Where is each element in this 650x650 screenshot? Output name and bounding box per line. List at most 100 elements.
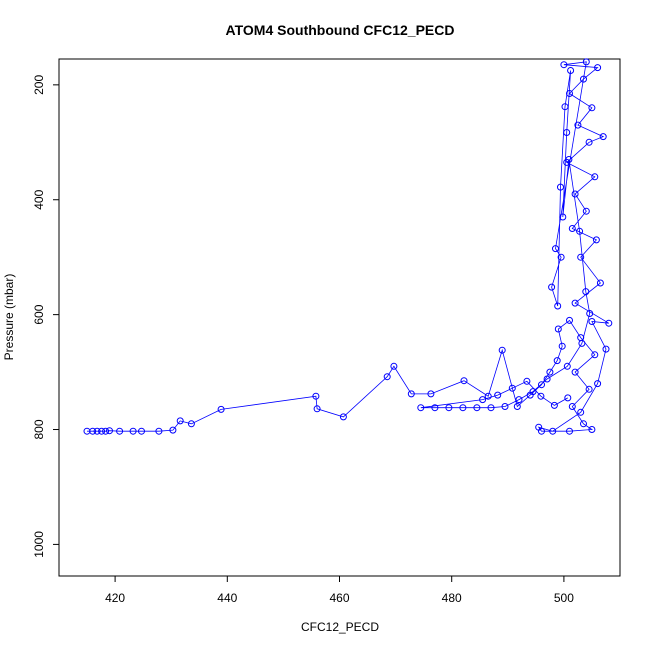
data-point xyxy=(599,133,607,141)
x-axis: 420 440 460 480 500 xyxy=(105,576,574,605)
data-point xyxy=(427,390,435,398)
data-point xyxy=(553,357,561,365)
data-point xyxy=(594,380,602,388)
data-point xyxy=(554,325,562,333)
data-point xyxy=(546,368,554,376)
data-point xyxy=(155,427,163,435)
data-point xyxy=(552,245,559,253)
data-point xyxy=(592,236,600,244)
data-point xyxy=(557,183,564,191)
data-point xyxy=(554,302,562,310)
data-point xyxy=(102,427,110,435)
data-point xyxy=(93,427,101,435)
data-point xyxy=(582,288,590,296)
data-point xyxy=(548,283,556,291)
x-tick-label: 420 xyxy=(105,591,125,605)
data-point xyxy=(563,129,571,136)
data-point xyxy=(591,351,599,359)
data-point xyxy=(574,121,582,129)
data-point xyxy=(501,403,509,410)
data-point xyxy=(187,420,195,428)
data-point xyxy=(523,377,531,385)
data-marks xyxy=(83,58,613,435)
data-point xyxy=(588,318,596,325)
data-point xyxy=(138,427,145,435)
data-point xyxy=(561,103,569,111)
data-point xyxy=(605,319,613,327)
x-axis-label: CFC12_PECD xyxy=(301,620,379,634)
data-point xyxy=(176,417,184,425)
data-point xyxy=(550,401,558,409)
data-point xyxy=(557,253,565,261)
data-point xyxy=(571,190,579,198)
series-line xyxy=(87,61,610,432)
data-point xyxy=(559,213,567,221)
data-point xyxy=(431,404,439,412)
data-point xyxy=(537,392,545,400)
plot-frame xyxy=(58,58,621,577)
data-point xyxy=(560,61,568,69)
data-point xyxy=(169,426,177,434)
data-point xyxy=(312,392,320,400)
data-point xyxy=(513,403,521,410)
data-point xyxy=(582,207,590,215)
data-point xyxy=(588,104,596,112)
data-point xyxy=(417,404,425,412)
x-tick-label: 480 xyxy=(442,591,462,605)
data-point xyxy=(484,392,492,400)
data-point xyxy=(588,426,596,433)
data-point xyxy=(602,345,610,353)
data-point xyxy=(578,339,586,347)
data-point xyxy=(558,342,566,350)
data-point xyxy=(566,90,573,97)
data-point xyxy=(549,427,557,435)
data-point xyxy=(487,404,495,412)
data-point xyxy=(571,299,579,307)
data-point xyxy=(460,377,468,385)
y-tick-label: 1000 xyxy=(32,531,46,558)
data-point xyxy=(515,396,523,404)
data-point xyxy=(508,384,516,392)
y-axis-label: Pressure (mbar) xyxy=(2,274,16,361)
y-tick-label: 600 xyxy=(32,304,46,324)
data-point xyxy=(594,64,602,72)
y-axis: 200 400 600 800 1000 xyxy=(32,75,59,558)
y-tick-label: 200 xyxy=(32,75,46,95)
data-point xyxy=(566,316,573,324)
data-point xyxy=(217,405,225,413)
data-point xyxy=(529,388,537,396)
data-point xyxy=(585,385,593,393)
x-tick-label: 440 xyxy=(217,591,237,605)
data-point xyxy=(576,227,584,235)
data-point xyxy=(473,404,481,412)
data-point xyxy=(445,404,453,412)
chart-title: ATOM4 Southbound CFC12_PECD xyxy=(226,22,455,38)
data-point xyxy=(459,404,467,412)
data-point xyxy=(568,403,576,410)
data-point xyxy=(580,420,587,428)
data-point xyxy=(383,373,391,381)
data-point xyxy=(577,253,585,261)
data-point xyxy=(89,427,97,435)
data-point xyxy=(577,408,585,416)
data-point xyxy=(571,368,579,376)
data-point xyxy=(582,58,590,66)
data-point xyxy=(390,362,398,370)
data-point xyxy=(564,394,572,402)
data-point xyxy=(479,396,487,404)
data-point xyxy=(567,67,575,74)
data-point xyxy=(596,279,604,287)
y-tick-label: 800 xyxy=(32,419,46,439)
data-point xyxy=(585,138,593,146)
data-point xyxy=(565,156,573,163)
data-point xyxy=(543,375,551,383)
data-point xyxy=(98,427,106,435)
data-point xyxy=(106,427,113,435)
data-point xyxy=(591,173,599,181)
y-tick-label: 400 xyxy=(32,189,46,209)
data-point xyxy=(580,75,587,83)
x-tick-label: 460 xyxy=(329,591,349,605)
data-point xyxy=(129,427,137,435)
data-point xyxy=(313,405,321,413)
